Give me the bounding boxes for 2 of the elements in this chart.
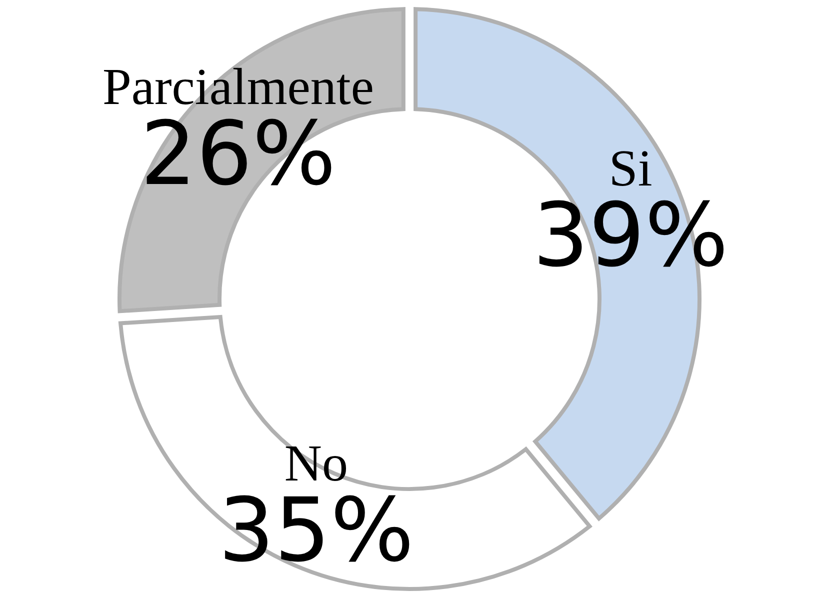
slice-label: No (284, 436, 348, 493)
slice-label: Parcialmente (102, 59, 374, 116)
